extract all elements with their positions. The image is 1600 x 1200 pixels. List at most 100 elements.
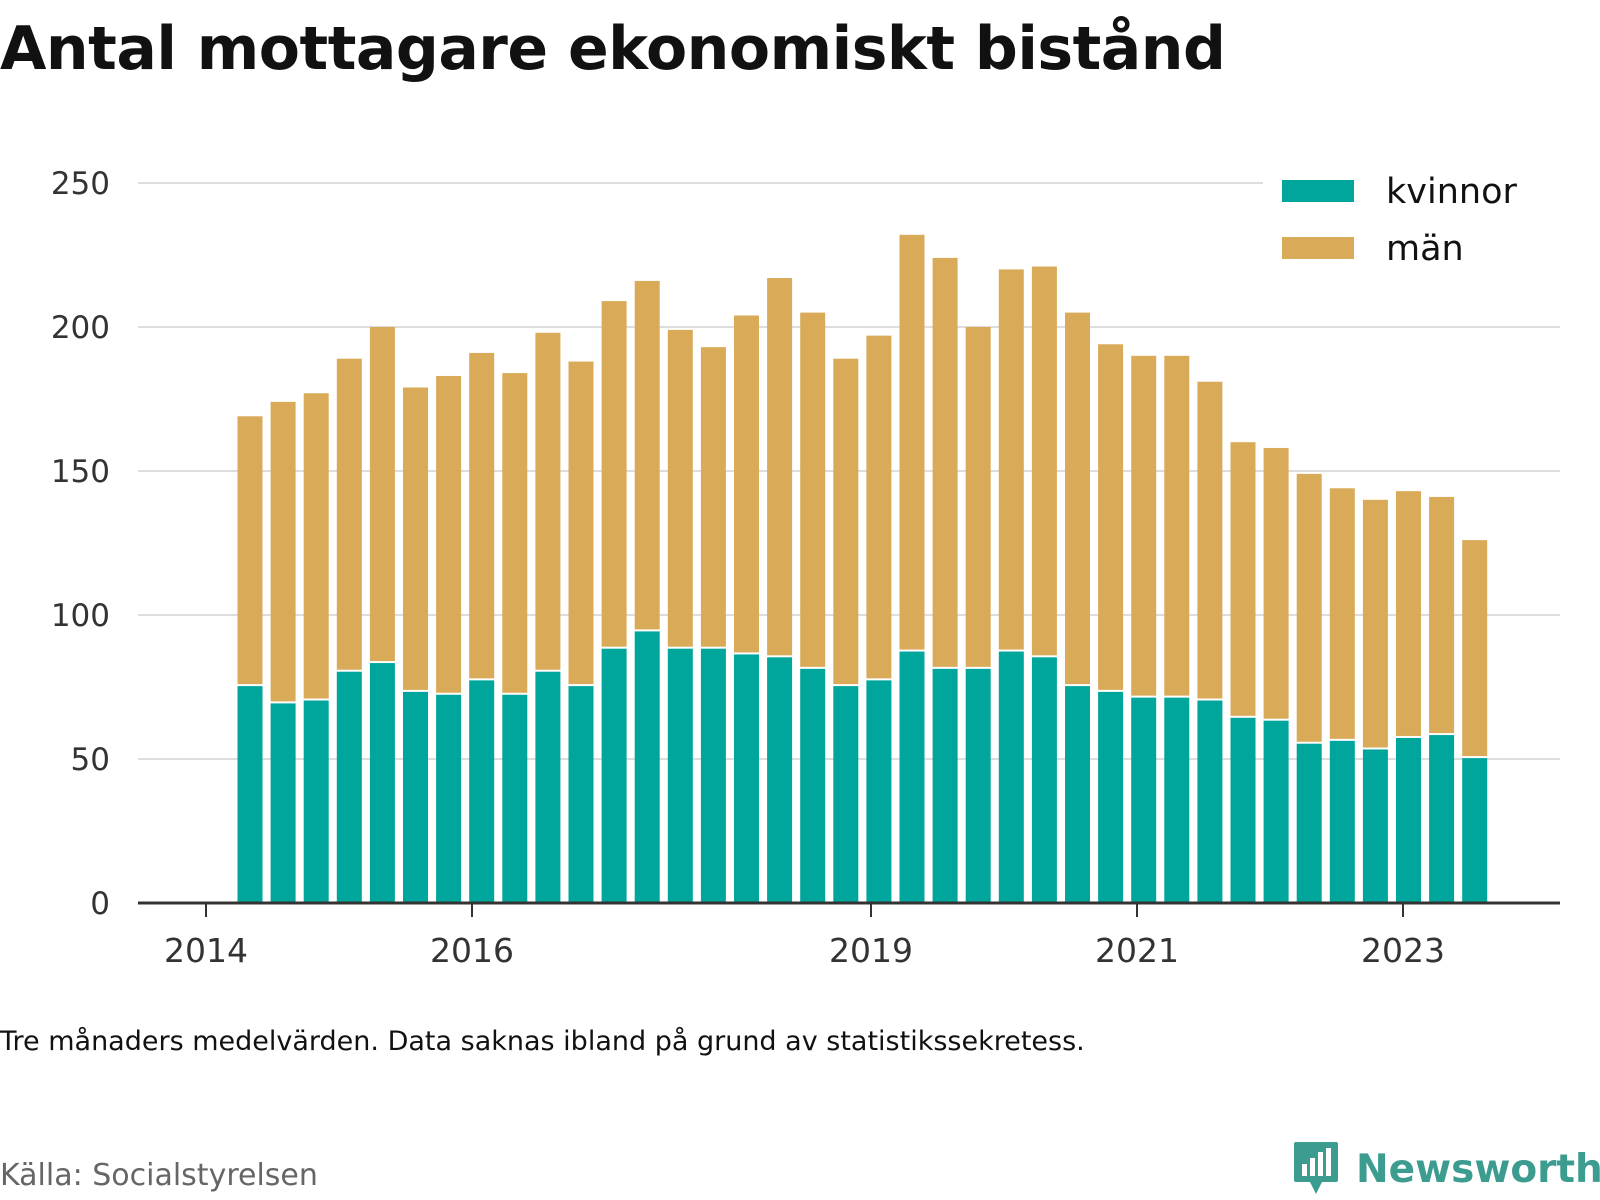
bar-man <box>237 416 263 685</box>
bar-chart: 0 50 100 150 200 250 2014 2016 2019 2021 2023 kvi… <box>50 166 1563 970</box>
bar-kvinnor <box>932 668 958 903</box>
bar-kvinnor <box>1329 740 1355 903</box>
bar-man <box>1396 491 1421 736</box>
bar-man <box>403 387 428 690</box>
y-tick-label: 250 <box>51 166 110 202</box>
y-tick-label: 100 <box>51 598 110 634</box>
bar-kvinnor <box>1263 720 1289 903</box>
bar-kvinnor <box>1429 735 1455 903</box>
bar-kvinnor <box>1065 686 1090 903</box>
bar-man <box>932 257 958 667</box>
bar-man <box>1329 488 1355 739</box>
bar-man <box>1230 442 1256 716</box>
source-text: Källa: Socialstyrelsen <box>0 1158 318 1193</box>
bar-kvinnor <box>767 657 793 903</box>
bar-kvinnor <box>1164 697 1190 903</box>
bar-kvinnor <box>1296 743 1322 903</box>
bar-kvinnor <box>336 671 362 903</box>
bar-man <box>1197 381 1223 699</box>
brand-logo: Newsworthy <box>1292 1140 1600 1198</box>
bar-man <box>502 373 528 693</box>
footnote: Tre månaders medelvärden. Data saknas ib… <box>0 1026 1085 1057</box>
bar-kvinnor <box>270 703 296 903</box>
chart-title: Antal mottagare ekonomiskt bistånd <box>0 14 1226 84</box>
bar-kvinnor <box>734 654 759 903</box>
bar-kvinnor <box>303 700 329 903</box>
bar-kvinnor <box>1362 749 1388 903</box>
bar-kvinnor <box>1031 657 1057 903</box>
bar-man <box>998 269 1024 650</box>
legend-label: kvinnor <box>1386 172 1517 212</box>
bar-man <box>866 335 892 679</box>
y-tick-label: 200 <box>51 310 110 346</box>
bar-kvinnor <box>1131 697 1157 903</box>
brand-name: Newsworthy <box>1356 1146 1600 1192</box>
bar-kvinnor <box>1396 737 1421 903</box>
bar-man <box>270 401 296 702</box>
bar-kvinnor <box>800 668 826 903</box>
x-tick-label: 2021 <box>1095 931 1179 970</box>
bars <box>237 234 1488 903</box>
bar-man <box>369 327 395 662</box>
bar-man <box>965 327 991 667</box>
bar-man <box>303 393 329 699</box>
bar-kvinnor <box>568 686 594 903</box>
bar-kvinnor <box>866 680 892 903</box>
y-tick-label: 0 <box>90 886 110 922</box>
bar-man <box>1263 447 1289 719</box>
legend: kvinnor män <box>1263 168 1563 276</box>
bar-man <box>1296 473 1322 742</box>
y-tick-label: 50 <box>71 742 110 778</box>
bar-man <box>833 358 859 685</box>
bar-kvinnor <box>535 671 561 903</box>
bar-man <box>601 301 627 647</box>
bar-man <box>667 329 693 647</box>
bar-man <box>469 352 495 679</box>
bar-kvinnor <box>601 648 627 903</box>
bar-kvinnor <box>1462 758 1488 903</box>
legend-label: män <box>1386 229 1464 269</box>
bar-kvinnor <box>899 651 925 903</box>
legend-swatch <box>1282 237 1354 259</box>
bar-man <box>1065 312 1090 685</box>
x-tick-label: 2016 <box>430 931 514 970</box>
bar-man <box>336 358 362 670</box>
bar-kvinnor <box>667 648 693 903</box>
legend-swatch <box>1282 180 1354 202</box>
x-tick-label: 2023 <box>1361 931 1445 970</box>
bar-kvinnor <box>1197 700 1223 903</box>
bar-kvinnor <box>833 686 859 903</box>
bar-kvinnor <box>502 694 528 903</box>
bar-kvinnor <box>634 631 660 903</box>
bar-man <box>1031 266 1057 656</box>
x-axis: 2014 2016 2019 2021 2023 <box>138 901 1560 970</box>
bar-kvinnor <box>1098 691 1124 903</box>
bar-man <box>700 347 726 647</box>
bar-man <box>436 375 462 693</box>
bar-man <box>767 278 793 656</box>
bar-kvinnor <box>700 648 726 903</box>
bar-kvinnor <box>469 680 495 903</box>
bar-kvinnor <box>237 686 263 903</box>
bar-kvinnor <box>403 691 428 903</box>
bar-man <box>535 332 561 670</box>
bar-man <box>634 280 660 630</box>
bar-kvinnor <box>998 651 1024 903</box>
bar-man <box>1131 355 1157 696</box>
x-tick-label: 2019 <box>829 931 913 970</box>
bar-kvinnor <box>1230 717 1256 903</box>
bar-man <box>568 361 594 685</box>
bar-man <box>734 315 759 653</box>
bar-man <box>1462 540 1488 757</box>
x-tick-label: 2014 <box>164 931 248 970</box>
bar-kvinnor <box>965 668 991 903</box>
bar-man <box>1164 355 1190 696</box>
y-tick-labels: 0 50 100 150 200 250 <box>51 166 110 922</box>
y-tick-label: 150 <box>51 454 110 490</box>
bar-man <box>1098 344 1124 690</box>
bar-man <box>800 312 826 667</box>
bar-kvinnor <box>436 694 462 903</box>
bar-man <box>1362 499 1388 748</box>
bar-kvinnor <box>369 663 395 903</box>
newsworthy-logo-icon <box>1294 1142 1338 1194</box>
